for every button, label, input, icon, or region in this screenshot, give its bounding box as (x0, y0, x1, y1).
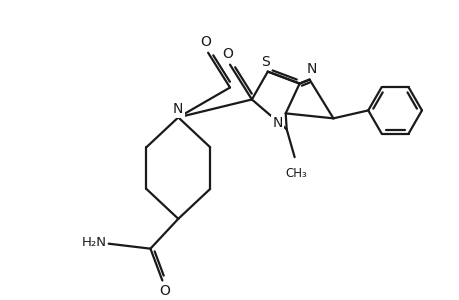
Text: O: O (158, 284, 169, 298)
Text: O: O (222, 47, 233, 61)
Text: N: N (306, 61, 316, 76)
Text: CH₃: CH₃ (285, 167, 307, 180)
Text: S: S (261, 55, 269, 69)
Text: H₂N: H₂N (82, 236, 106, 249)
Text: N: N (272, 116, 282, 130)
Text: N: N (173, 102, 183, 116)
Text: O: O (200, 35, 211, 49)
